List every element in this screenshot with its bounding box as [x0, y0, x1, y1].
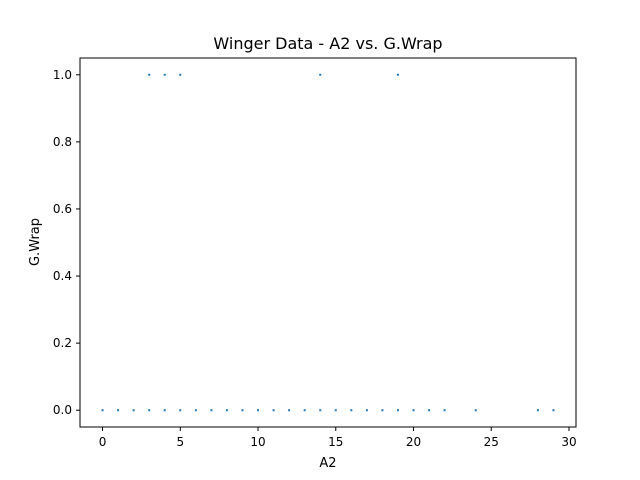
x-tick-label: 0 [99, 435, 107, 449]
data-point [272, 409, 275, 412]
data-point [350, 409, 353, 412]
plot-area [101, 73, 555, 412]
data-point [179, 409, 182, 412]
data-point [381, 409, 384, 412]
y-tick-label: 1.0 [53, 68, 72, 82]
y-axis: 0.0 0.2 0.4 0.6 0.8 1.0 [53, 68, 80, 417]
data-point [148, 409, 151, 412]
data-point [210, 409, 213, 412]
y-tick-label: 0.0 [53, 403, 72, 417]
data-point [552, 409, 555, 412]
x-tick-label: 10 [250, 435, 265, 449]
x-tick-label: 30 [561, 435, 576, 449]
data-point [257, 409, 260, 412]
data-point [396, 73, 399, 76]
x-tick-label: 20 [406, 435, 421, 449]
data-point [536, 409, 539, 412]
data-point [412, 409, 415, 412]
data-point [101, 409, 104, 412]
x-tick-label: 25 [484, 435, 499, 449]
data-point [428, 409, 431, 412]
data-point [163, 73, 166, 76]
axes-frame [79, 57, 577, 428]
y-tick-label: 0.8 [53, 135, 72, 149]
data-point [132, 409, 135, 412]
y-tick-label: 0.6 [53, 202, 72, 216]
data-point [474, 409, 477, 412]
data-point [319, 73, 322, 76]
data-point [148, 73, 151, 76]
x-axis-label: A2 [319, 456, 336, 471]
data-point [396, 409, 399, 412]
data-point [117, 409, 120, 412]
data-point [365, 409, 368, 412]
x-axis: 0 5 10 15 20 25 30 [99, 427, 577, 449]
data-point [163, 409, 166, 412]
y-tick-label: 0.2 [53, 336, 72, 350]
x-tick-label: 5 [176, 435, 184, 449]
data-point [225, 409, 228, 412]
data-point [179, 73, 182, 76]
data-point [194, 409, 197, 412]
data-point [319, 409, 322, 412]
data-point [241, 409, 244, 412]
data-point [334, 409, 337, 412]
chart-title: Winger Data - A2 vs. G.Wrap [213, 34, 442, 53]
y-axis-label: G.Wrap [28, 218, 43, 266]
data-point [443, 409, 446, 412]
y-tick-label: 0.4 [53, 269, 72, 283]
x-tick-label: 15 [328, 435, 343, 449]
data-point [303, 409, 306, 412]
data-point [288, 409, 291, 412]
